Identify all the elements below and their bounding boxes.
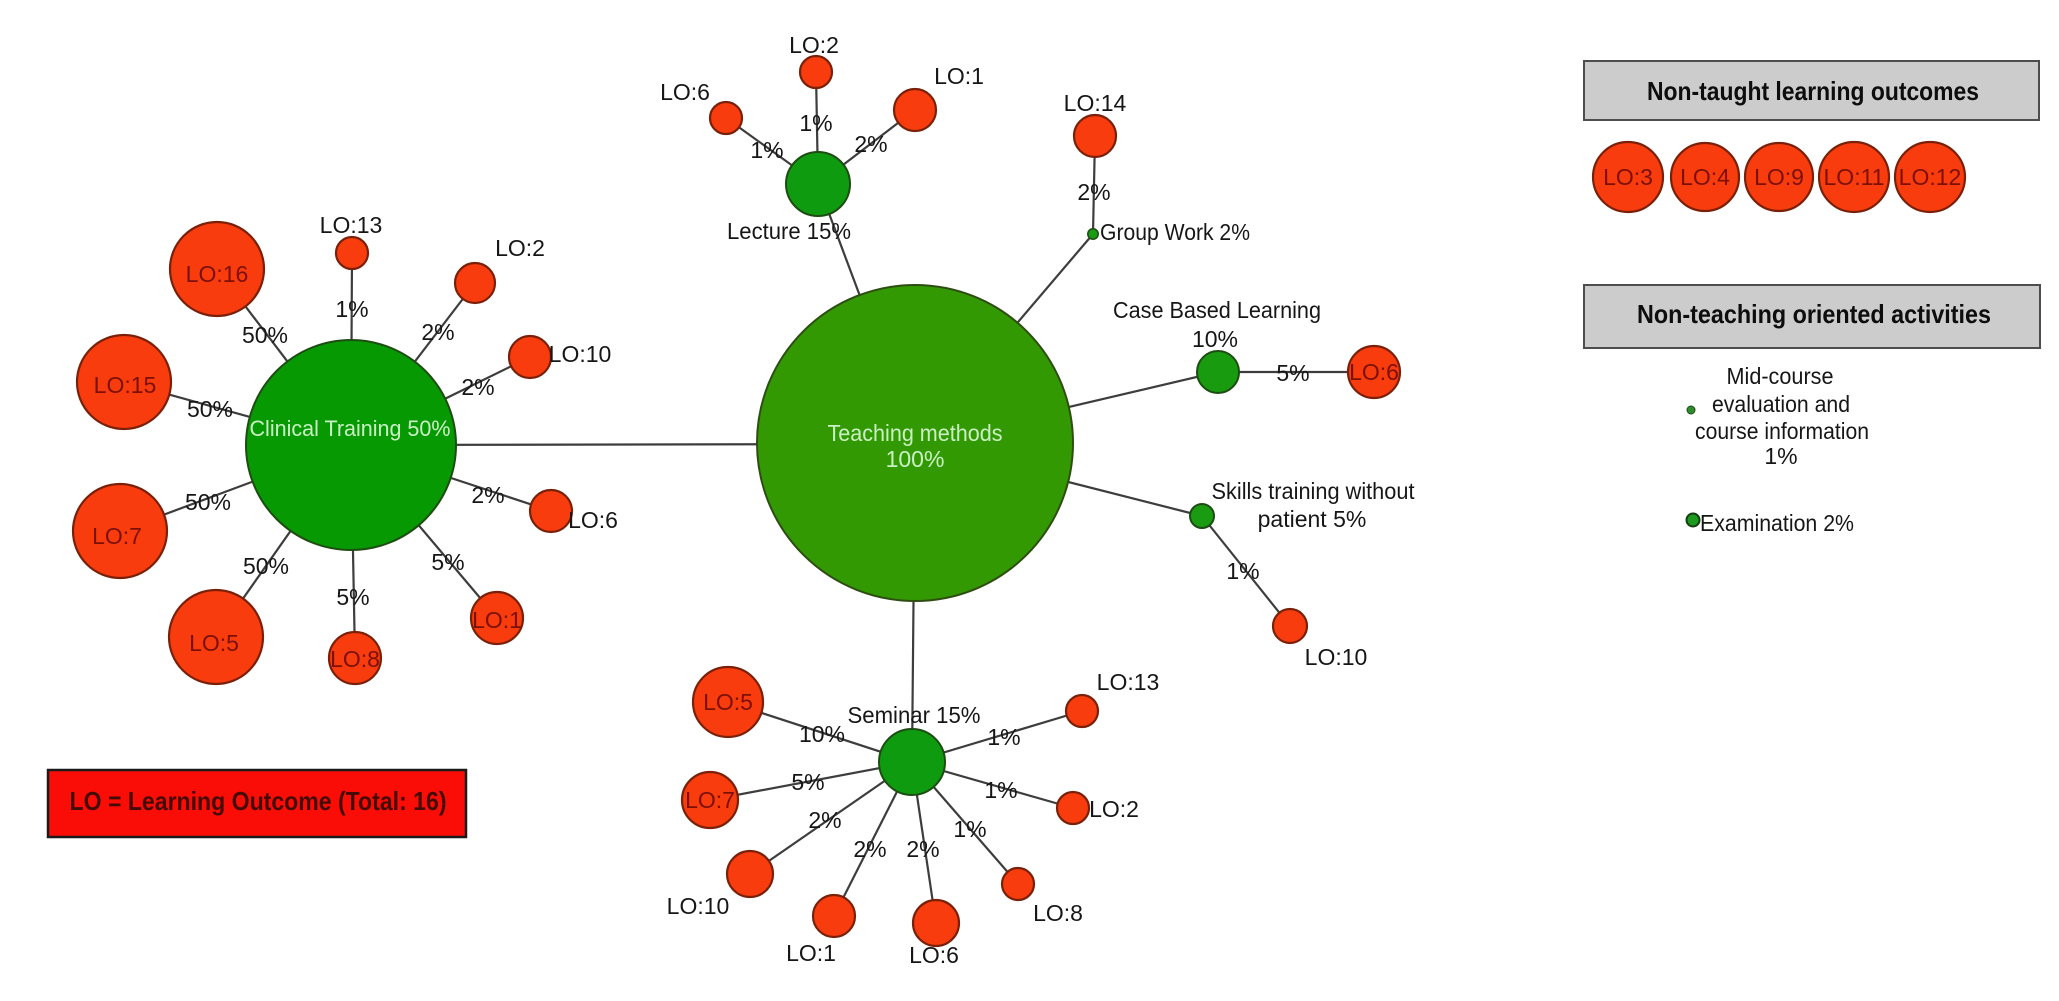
svg-text:1%: 1% [987,724,1020,750]
svg-text:patient 5%: patient 5% [1258,506,1367,532]
svg-text:LO:5: LO:5 [703,689,753,715]
svg-text:LO = Learning Outcome (Total:: LO = Learning Outcome (Total: 16) [70,786,447,816]
svg-text:2%: 2% [471,482,504,508]
svg-text:LO:7: LO:7 [685,787,735,813]
svg-text:10%: 10% [799,721,845,747]
svg-text:LO:12: LO:12 [1899,164,1962,190]
svg-text:50%: 50% [243,553,289,579]
svg-text:LO:13: LO:13 [320,212,383,238]
svg-text:LO:8: LO:8 [330,646,380,672]
svg-text:LO:11: LO:11 [1824,164,1885,190]
svg-text:LO:6: LO:6 [660,79,710,105]
svg-text:50%: 50% [187,396,233,422]
svg-text:LO:10: LO:10 [549,341,612,367]
svg-text:Group Work 2%: Group Work 2% [1100,219,1250,245]
svg-text:2%: 2% [461,374,494,400]
svg-text:LO:10: LO:10 [667,893,730,919]
svg-text:1%: 1% [799,110,832,136]
svg-text:2%: 2% [854,131,887,157]
svg-text:2%: 2% [808,807,841,833]
svg-text:1%: 1% [984,777,1017,803]
svg-text:Non-taught learning outcomes: Non-taught learning outcomes [1647,76,1979,106]
svg-text:Seminar 15%: Seminar 15% [848,702,981,728]
svg-text:LO:16: LO:16 [186,261,249,287]
svg-text:LO:6: LO:6 [1349,359,1399,385]
svg-text:Mid-course: Mid-course [1727,363,1834,389]
svg-text:Examination 2%: Examination 2% [1700,510,1854,536]
svg-text:5%: 5% [1276,360,1309,386]
svg-text:Case Based Learning: Case Based Learning [1113,297,1321,323]
svg-text:LO:1: LO:1 [472,607,522,633]
svg-text:1%: 1% [750,137,783,163]
svg-text:LO:1: LO:1 [786,940,836,966]
svg-text:Skills training without: Skills training without [1212,478,1416,504]
svg-text:Teaching methods: Teaching methods [828,420,1003,446]
svg-text:2%: 2% [853,836,886,862]
svg-text:100%: 100% [886,446,945,472]
svg-text:1%: 1% [1226,558,1259,584]
svg-text:LO:2: LO:2 [495,235,545,261]
svg-text:LO:7: LO:7 [92,523,142,549]
svg-text:LO:6: LO:6 [909,942,959,968]
svg-text:LO:3: LO:3 [1603,164,1653,190]
svg-text:LO:5: LO:5 [189,630,239,656]
svg-text:course information: course information [1695,418,1869,444]
svg-text:5%: 5% [336,584,369,610]
svg-text:LO:4: LO:4 [1680,164,1730,190]
svg-text:evaluation and: evaluation and [1712,391,1850,417]
svg-text:LO:10: LO:10 [1305,644,1368,670]
svg-text:1%: 1% [1764,443,1797,469]
svg-text:5%: 5% [431,549,464,575]
svg-text:2%: 2% [421,319,454,345]
svg-text:LO:6: LO:6 [568,507,618,533]
svg-text:2%: 2% [906,836,939,862]
svg-text:50%: 50% [242,322,288,348]
svg-text:LO:8: LO:8 [1033,900,1083,926]
svg-text:10%: 10% [1192,326,1238,352]
svg-text:1%: 1% [953,816,986,842]
svg-text:Non-teaching oriented activiti: Non-teaching oriented activities [1637,299,1991,329]
svg-text:LO:2: LO:2 [1089,796,1139,822]
svg-text:LO:14: LO:14 [1064,90,1127,116]
svg-text:50%: 50% [185,489,231,515]
svg-text:LO:13: LO:13 [1097,669,1160,695]
svg-text:LO:2: LO:2 [789,32,839,58]
svg-text:2%: 2% [1077,179,1110,205]
svg-text:LO:15: LO:15 [94,372,157,398]
svg-text:LO:1: LO:1 [934,63,984,89]
svg-text:1%: 1% [335,296,368,322]
svg-text:5%: 5% [791,769,824,795]
svg-text:LO:9: LO:9 [1754,164,1804,190]
svg-text:Lecture 15%: Lecture 15% [727,218,851,244]
svg-text:Clinical Training 50%: Clinical Training 50% [250,416,451,441]
